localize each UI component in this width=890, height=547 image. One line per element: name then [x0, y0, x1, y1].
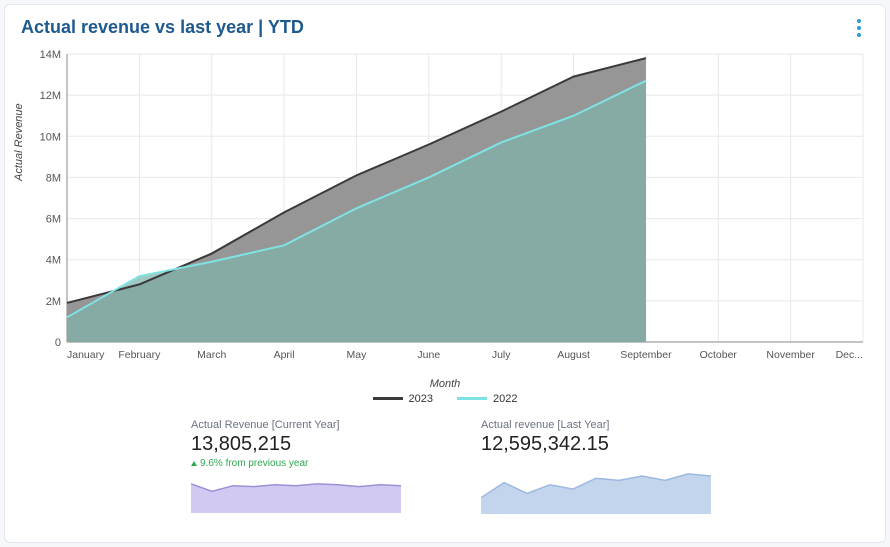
svg-text:January: January	[67, 349, 105, 361]
svg-text:2M: 2M	[46, 296, 61, 308]
summary-last-value: 12,595,342.15	[481, 433, 711, 456]
svg-text:November: November	[766, 349, 815, 361]
card-title: Actual revenue vs last year | YTD	[21, 17, 304, 38]
summary-current: Actual Revenue [Current Year] 13,805,215…	[191, 419, 421, 519]
svg-text:4M: 4M	[46, 255, 61, 267]
svg-text:Dec...: Dec...	[836, 349, 863, 361]
card-header: Actual revenue vs last year | YTD	[21, 17, 869, 38]
chart-svg: 0 2M 4M 6M 8M 10M 12M 14M January February March Ap…	[21, 46, 869, 376]
svg-text:12M: 12M	[40, 90, 61, 102]
svg-text:August: August	[557, 349, 590, 361]
legend-label-2022: 2022	[493, 393, 517, 405]
summary-row: Actual Revenue [Current Year] 13,805,215…	[21, 419, 869, 519]
svg-text:March: March	[197, 349, 226, 361]
sparkline-current	[191, 477, 401, 513]
summary-current-change: 9.6% from previous year	[191, 458, 421, 469]
legend-label-2023: 2023	[409, 393, 433, 405]
svg-text:10M: 10M	[40, 131, 61, 143]
legend-swatch-2022	[457, 397, 487, 405]
svg-text:September: September	[620, 349, 672, 361]
summary-last-label: Actual revenue [Last Year]	[481, 419, 711, 431]
svg-text:14M: 14M	[40, 49, 61, 61]
svg-text:0: 0	[55, 337, 61, 349]
svg-text:October: October	[700, 349, 738, 361]
summary-current-value: 13,805,215	[191, 433, 421, 456]
up-arrow-icon	[191, 461, 197, 466]
svg-text:February: February	[118, 349, 161, 361]
svg-text:May: May	[347, 349, 368, 361]
legend-item-2023: 2023	[373, 392, 433, 405]
legend-item-2022: 2022	[457, 392, 517, 405]
svg-text:6M: 6M	[46, 214, 61, 226]
svg-text:8M: 8M	[46, 172, 61, 184]
main-chart: Actual Revenue 02M4M6M8M10M12M14MJanuary…	[21, 46, 869, 376]
x-axis-label: Month	[21, 378, 869, 390]
revenue-card: Actual revenue vs last year | YTD Actual…	[4, 4, 886, 543]
summary-current-change-text: 9.6% from previous year	[200, 458, 308, 469]
legend-swatch-2023	[373, 397, 403, 405]
sparkline-last	[481, 464, 711, 514]
summary-last: Actual revenue [Last Year] 12,595,342.15	[481, 419, 711, 519]
y-axis-label: Actual Revenue	[13, 103, 25, 181]
legend: 2023 2022	[21, 392, 869, 405]
svg-text:April: April	[274, 349, 295, 361]
svg-text:June: June	[417, 349, 440, 361]
svg-text:July: July	[492, 349, 511, 361]
more-options-icon[interactable]	[849, 18, 869, 38]
summary-current-label: Actual Revenue [Current Year]	[191, 419, 421, 431]
